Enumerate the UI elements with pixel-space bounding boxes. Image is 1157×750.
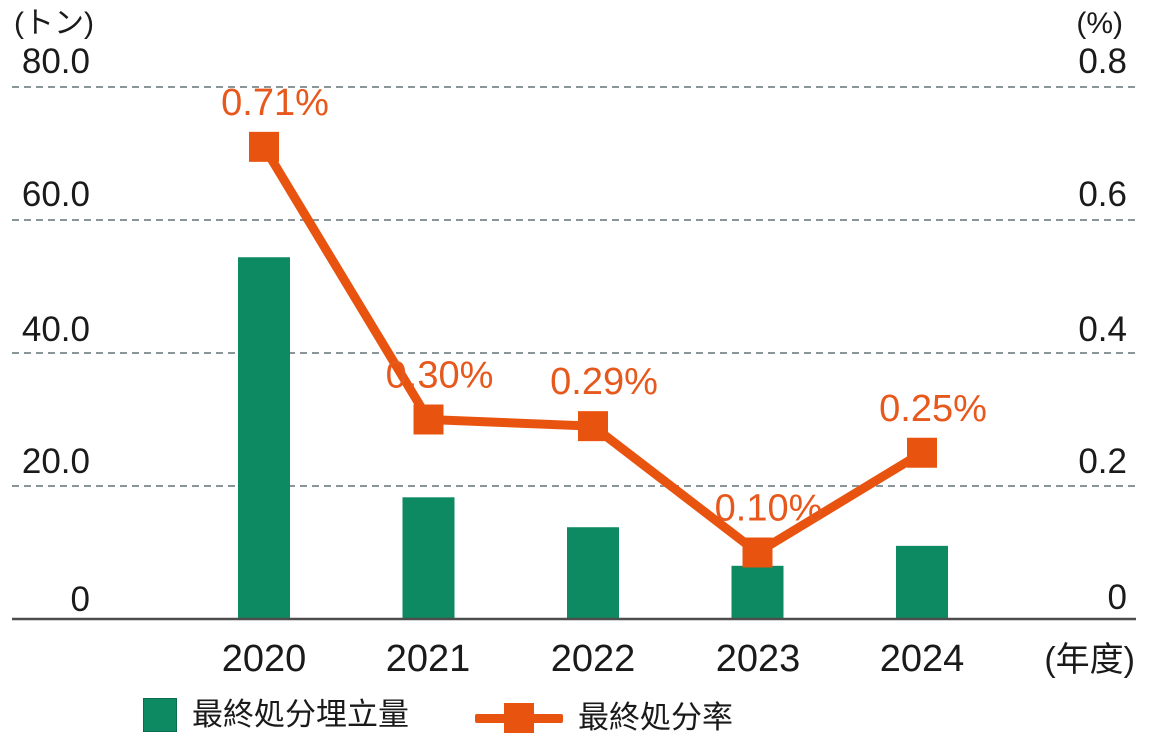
bar-2022	[567, 527, 619, 619]
right-axis-unit-label: (%)	[1076, 7, 1123, 40]
data-label-2022: 0.29%	[550, 361, 658, 403]
left-axis-tick-40: 40.0	[21, 310, 90, 349]
bar-2023	[731, 565, 784, 619]
marker-2022	[578, 411, 608, 442]
marker-2021	[413, 404, 444, 435]
bar-2021	[402, 497, 455, 619]
right-axis-tick-0: 0	[1107, 578, 1127, 617]
legend-label-disposal-rate: 最終処分率	[578, 700, 733, 735]
right-axis-tick-0.8: 0.8	[1078, 42, 1127, 81]
left-axis-tick-80: 80.0	[21, 42, 90, 81]
x-axis-label-2022: 2022	[550, 638, 636, 680]
legend-line-marker-icon	[475, 701, 563, 735]
left-axis-unit-label: (トン)	[14, 7, 94, 40]
x-axis-label-2024: 2024	[879, 638, 965, 680]
right-axis-tick-0.4: 0.4	[1078, 310, 1127, 349]
bar-2020	[238, 257, 290, 619]
bar-2024	[896, 545, 948, 619]
legend-label-landfill-amount: 最終処分埋立量	[192, 697, 409, 732]
left-axis-tick-0: 0	[70, 580, 90, 619]
data-label-2020: 0.71%	[221, 82, 329, 124]
left-axis-tick-60: 60.0	[21, 175, 90, 214]
rate-line	[260, 144, 925, 558]
marker-2023	[742, 537, 773, 568]
left-axis-tick-20: 20.0	[21, 442, 90, 481]
legend-item-disposal-rate: 最終処分率	[475, 701, 733, 735]
legend-item-landfill-amount: 最終処分埋立量	[143, 698, 409, 732]
data-label-2023: 0.10%	[715, 488, 823, 530]
right-axis-tick-0.6: 0.6	[1078, 175, 1127, 214]
data-label-2024: 0.25%	[879, 388, 987, 430]
x-axis-label-2023: 2023	[715, 638, 801, 680]
x-axis-label-2021: 2021	[385, 638, 471, 680]
data-label-2021: 0.30%	[386, 355, 494, 397]
legend-bar-swatch-icon	[143, 698, 177, 732]
x-axis-label-2020: 2020	[221, 638, 307, 680]
x-axis-unit-label: (年度)	[1044, 641, 1135, 679]
marker-2024	[907, 437, 937, 468]
marker-2020	[249, 131, 279, 162]
right-axis-tick-0.2: 0.2	[1078, 442, 1127, 481]
